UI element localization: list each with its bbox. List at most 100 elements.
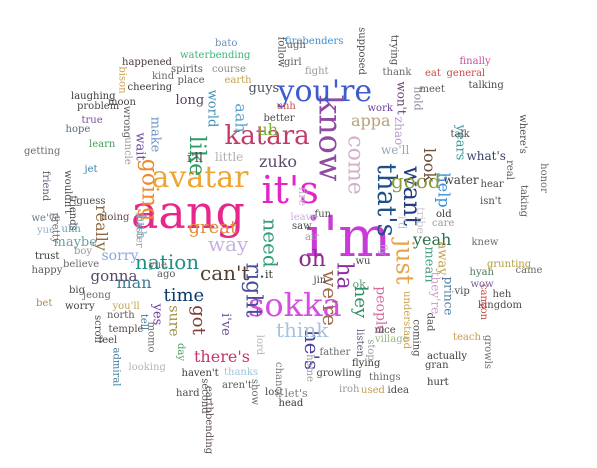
word-heh: heh — [492, 289, 512, 300]
word-teach: teach — [453, 332, 481, 343]
word-worry: worry — [65, 301, 95, 312]
word-wu: wu — [355, 256, 371, 267]
word-i-d: i'd — [395, 215, 409, 229]
word-feel: feel — [98, 335, 118, 346]
word-uhh: uhh — [61, 224, 81, 235]
word-yue: yue — [149, 260, 168, 271]
word-you-re: you're — [277, 74, 373, 109]
word-nice: nice — [374, 325, 396, 336]
word-learn: learn — [89, 139, 116, 150]
word-where-s: where's — [516, 114, 528, 154]
word-getting: getting — [24, 146, 61, 157]
word-need: need — [258, 218, 283, 268]
word-supposed: supposed — [355, 27, 367, 75]
word-bet: bet — [36, 298, 53, 309]
word-i-ve: i've — [217, 312, 233, 336]
word-master: master — [133, 212, 145, 248]
word-spirits: spirits — [171, 64, 203, 75]
word-guys: guys — [248, 80, 280, 96]
word-air: air — [305, 232, 319, 243]
word-little: little — [215, 150, 244, 164]
word-true: true — [81, 115, 103, 126]
word-oh: oh — [298, 247, 326, 272]
word-momo: momo — [145, 321, 157, 353]
word-old: old — [436, 209, 452, 220]
word-we-ll: we'll — [381, 143, 410, 157]
word-follow: follow — [274, 36, 286, 68]
word-won-t: won't — [394, 81, 409, 115]
word-real: real — [503, 160, 515, 180]
word-growls: growls — [482, 334, 494, 370]
word-canyon: canyon — [478, 283, 490, 321]
word-growling: growling — [316, 368, 362, 379]
word-kingdom: kingdom — [478, 300, 523, 311]
word-waterbending: waterbending — [180, 50, 251, 61]
word-stop: stop — [364, 339, 376, 361]
word-things: things — [369, 372, 401, 383]
word-zhao: zhao — [392, 116, 407, 146]
word-avatar: avatar — [151, 160, 249, 195]
word-great: great — [188, 217, 238, 238]
word-kind: kind — [152, 71, 175, 82]
word-understand: understand — [400, 291, 412, 349]
word-temple: temple — [108, 324, 144, 335]
word-man: man — [116, 273, 152, 292]
word-general: general — [446, 68, 486, 79]
word-looking: looking — [128, 362, 166, 373]
word-hurt: hurt — [427, 377, 449, 388]
word-eat: eat — [425, 68, 441, 79]
word-scroll: scroll — [91, 315, 103, 343]
word-earth: earth — [224, 75, 252, 86]
word-meet: meet — [419, 84, 445, 95]
word-father: father — [319, 347, 351, 358]
word-place: place — [177, 75, 205, 86]
word-dad: dad — [423, 312, 435, 332]
word-problem: problem — [77, 101, 120, 112]
word-sorry: sorry — [101, 248, 139, 264]
word-better: better — [263, 113, 295, 124]
word-flying: flying — [352, 358, 381, 369]
word-appa: appa — [351, 111, 391, 130]
word-grunting: grunting — [487, 259, 532, 270]
word-isn-t: isn't — [480, 196, 502, 207]
word-you-ll: you'll — [112, 301, 140, 312]
word-show: show — [249, 378, 261, 406]
word-finally: finally — [459, 56, 491, 67]
word-aah: aah — [231, 103, 251, 133]
word-chance: chance — [272, 362, 284, 398]
word-listen: listen — [353, 329, 365, 357]
word-bato: bato — [215, 38, 238, 49]
word-we-ve: we've — [31, 213, 61, 224]
word-i-ll: i'll — [187, 150, 204, 166]
word-hey: hey — [350, 285, 372, 319]
word-uncle: uncle — [121, 137, 133, 165]
word-fly: fly — [377, 243, 389, 257]
word-think: think — [276, 318, 329, 342]
word-sokka: sokka — [248, 286, 342, 324]
word-hear: hear — [480, 179, 504, 190]
word-long: long — [175, 92, 205, 108]
word-idea: idea — [387, 385, 409, 396]
word-ugh: ugh — [286, 40, 306, 51]
word-earthbending: earthbending — [203, 385, 215, 455]
word-leave: leave — [290, 212, 318, 223]
word-came: came — [515, 265, 543, 276]
word-what-s: what's — [466, 149, 506, 163]
word-day: day — [175, 342, 187, 362]
word-home: home — [303, 354, 315, 382]
word-cheering: cheering — [127, 82, 173, 93]
word-friend: friend — [40, 170, 52, 202]
word-wait: wait — [132, 131, 148, 161]
word-actually: actually — [427, 351, 468, 362]
word-thank: thank — [382, 67, 412, 78]
word-big: big — [69, 285, 86, 296]
word-lost: lost — [265, 387, 284, 398]
word-admiral: admiral — [109, 347, 121, 387]
word-talking: talking — [468, 80, 504, 91]
word-jet: jet — [84, 164, 98, 175]
word-yeah: yeah — [413, 230, 452, 249]
word-happy: happy — [31, 265, 63, 276]
word-head: head — [278, 398, 304, 409]
word-way: way — [208, 232, 249, 256]
word-saw: saw — [292, 221, 312, 232]
